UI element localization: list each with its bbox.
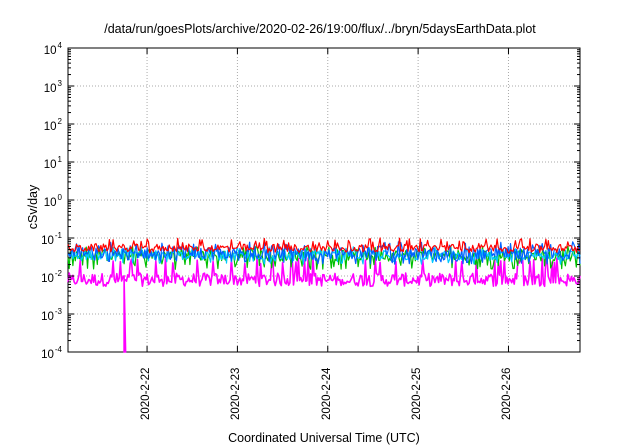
y-tick-label: 101 <box>43 155 62 171</box>
tick-marks <box>68 47 580 353</box>
series-line <box>67 257 581 353</box>
y-tick-label: 10-1 <box>41 231 62 247</box>
series-line <box>67 237 581 254</box>
series-group <box>67 237 581 353</box>
x-tick-label: 2020-2-24 <box>320 367 333 420</box>
y-tick-label: 10-4 <box>41 345 62 361</box>
chart-title: /data/run/goesPlots/archive/2020-02-26/1… <box>104 22 536 36</box>
x-tick-label: 2020-2-25 <box>411 367 424 420</box>
y-tick-label: 10-3 <box>41 307 62 323</box>
x-axis-label: Coordinated Universal Time (UTC) <box>228 431 420 445</box>
y-tick-label: 103 <box>43 79 62 95</box>
y-tick-label: 102 <box>43 117 62 133</box>
y-tick-label: 100 <box>43 193 62 209</box>
y-tick-label: 104 <box>43 41 62 57</box>
grid <box>68 48 580 352</box>
x-tick-label: 2020-2-22 <box>140 367 153 420</box>
series-line <box>67 245 581 265</box>
series-line <box>67 241 581 265</box>
x-tick-label: 2020-2-26 <box>501 367 514 420</box>
y-axis-label: cSv/day <box>26 184 40 230</box>
x-tick-label: 2020-2-23 <box>230 367 243 420</box>
y-tick-label: 10-2 <box>41 269 62 285</box>
